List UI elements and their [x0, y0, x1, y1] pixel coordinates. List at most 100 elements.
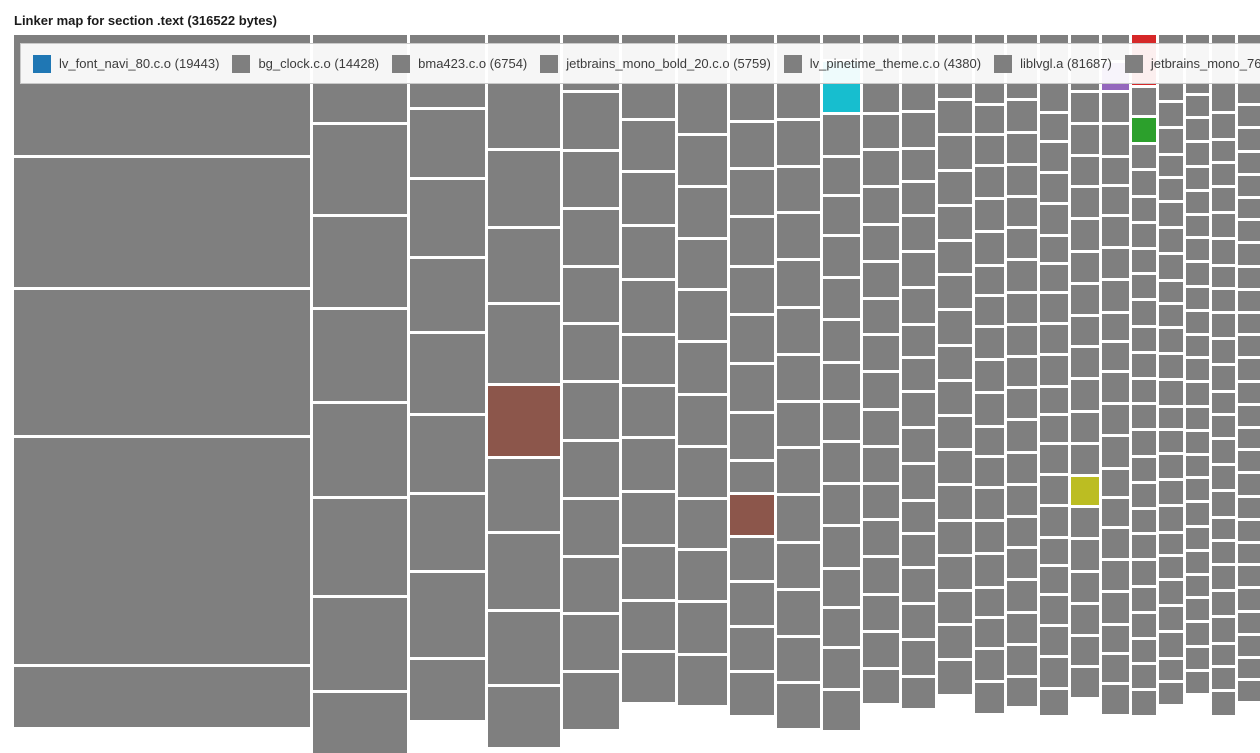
treemap-cell[interactable]	[1186, 192, 1209, 213]
treemap-cell[interactable]	[902, 429, 935, 462]
treemap-cell[interactable]	[777, 168, 820, 211]
treemap-cell[interactable]	[730, 365, 774, 411]
treemap-cell[interactable]	[1238, 451, 1260, 471]
treemap-cell[interactable]	[1159, 156, 1183, 176]
treemap-cell[interactable]	[1040, 143, 1068, 171]
treemap-cell[interactable]	[1186, 168, 1209, 189]
treemap-cell[interactable]	[1238, 636, 1260, 656]
treemap-cell[interactable]	[975, 683, 1004, 713]
treemap-cell[interactable]	[1186, 143, 1209, 165]
treemap-cell[interactable]	[622, 602, 675, 650]
treemap-cell[interactable]	[563, 615, 619, 670]
treemap-cell[interactable]	[1132, 588, 1156, 611]
treemap-cell[interactable]	[1007, 421, 1037, 451]
treemap-cell[interactable]	[1132, 380, 1156, 402]
treemap-cell[interactable]	[313, 499, 407, 595]
treemap-cell[interactable]	[1238, 314, 1260, 333]
treemap-cell[interactable]	[975, 555, 1004, 586]
treemap-cell[interactable]	[1238, 129, 1260, 150]
treemap-cell[interactable]	[1238, 291, 1260, 311]
treemap-cell[interactable]	[488, 386, 560, 456]
treemap-cell[interactable]	[938, 311, 972, 344]
treemap-cell[interactable]	[1007, 678, 1037, 706]
treemap-cell[interactable]	[1040, 658, 1068, 687]
treemap-cell[interactable]	[678, 656, 727, 705]
treemap-cell[interactable]	[1071, 508, 1099, 537]
treemap-cell[interactable]	[1159, 229, 1183, 252]
treemap-cell[interactable]	[1159, 179, 1183, 200]
treemap-cell[interactable]	[1238, 613, 1260, 633]
treemap-cell[interactable]	[622, 173, 675, 224]
treemap-cell[interactable]	[1238, 544, 1260, 563]
treemap-cell[interactable]	[1040, 539, 1068, 564]
treemap-cell[interactable]	[902, 605, 935, 638]
treemap-cell[interactable]	[1132, 614, 1156, 637]
treemap-cell[interactable]	[975, 522, 1004, 552]
treemap-cell[interactable]	[777, 638, 820, 681]
treemap-cell[interactable]	[1238, 268, 1260, 288]
treemap-cell[interactable]	[1212, 340, 1235, 363]
treemap-cell[interactable]	[1238, 474, 1260, 495]
treemap-cell[interactable]	[1132, 145, 1156, 168]
treemap-cell[interactable]	[1132, 328, 1156, 351]
treemap-cell[interactable]	[1238, 521, 1260, 541]
treemap-cell[interactable]	[902, 502, 935, 532]
treemap-cell[interactable]	[730, 583, 774, 625]
treemap-cell[interactable]	[1071, 605, 1099, 634]
treemap-cell[interactable]	[1132, 301, 1156, 325]
treemap-cell[interactable]	[1159, 581, 1183, 604]
treemap-cell[interactable]	[975, 458, 1004, 486]
treemap-cell[interactable]	[1186, 216, 1209, 236]
treemap-cell[interactable]	[678, 551, 727, 600]
treemap-cell[interactable]	[938, 242, 972, 273]
treemap-cell[interactable]	[1132, 224, 1156, 247]
treemap-cell[interactable]	[1132, 458, 1156, 481]
treemap-cell[interactable]	[863, 373, 899, 408]
treemap-cell[interactable]	[823, 570, 860, 606]
treemap-cell[interactable]	[1186, 599, 1209, 620]
treemap-cell[interactable]	[902, 150, 935, 180]
treemap-cell[interactable]	[902, 535, 935, 566]
treemap-cell[interactable]	[975, 233, 1004, 264]
treemap-cell[interactable]	[902, 465, 935, 499]
treemap-cell[interactable]	[1007, 198, 1037, 226]
treemap-cell[interactable]	[1071, 445, 1099, 474]
treemap-cell[interactable]	[823, 321, 860, 361]
treemap-cell[interactable]	[1212, 164, 1235, 185]
treemap-cell[interactable]	[678, 603, 727, 653]
treemap-cell[interactable]	[1132, 198, 1156, 221]
treemap-cell[interactable]	[1102, 158, 1129, 184]
treemap-cell[interactable]	[1071, 637, 1099, 665]
treemap-cell[interactable]	[975, 589, 1004, 616]
treemap-cell[interactable]	[1007, 549, 1037, 578]
treemap-cell[interactable]	[410, 334, 485, 413]
treemap-cell[interactable]	[1102, 593, 1129, 623]
treemap-cell[interactable]	[622, 387, 675, 436]
treemap-cell[interactable]	[410, 660, 485, 720]
treemap-cell[interactable]	[410, 416, 485, 492]
treemap-cell[interactable]	[1071, 317, 1099, 345]
treemap-cell[interactable]	[678, 291, 727, 340]
treemap-cell[interactable]	[313, 598, 407, 690]
treemap-cell[interactable]	[975, 650, 1004, 680]
treemap-cell[interactable]	[1159, 431, 1183, 452]
treemap-cell[interactable]	[1186, 432, 1209, 453]
treemap-cell[interactable]	[1007, 101, 1037, 131]
treemap-cell[interactable]	[1159, 481, 1183, 504]
treemap-cell[interactable]	[313, 693, 407, 753]
treemap-cell[interactable]	[1007, 294, 1037, 323]
treemap-cell[interactable]	[1102, 343, 1129, 370]
treemap-cell[interactable]	[1071, 93, 1099, 122]
treemap-cell[interactable]	[1212, 592, 1235, 615]
treemap-cell[interactable]	[1238, 589, 1260, 610]
treemap-cell[interactable]	[14, 667, 310, 727]
treemap-cell[interactable]	[1186, 456, 1209, 476]
treemap-cell[interactable]	[1132, 250, 1156, 272]
treemap-cell[interactable]	[1132, 88, 1156, 115]
treemap-cell[interactable]	[777, 403, 820, 446]
treemap-cell[interactable]	[488, 305, 560, 383]
treemap-cell[interactable]	[938, 486, 972, 519]
treemap-cell[interactable]	[777, 684, 820, 728]
treemap-cell[interactable]	[1071, 348, 1099, 377]
treemap-cell[interactable]	[1186, 503, 1209, 525]
